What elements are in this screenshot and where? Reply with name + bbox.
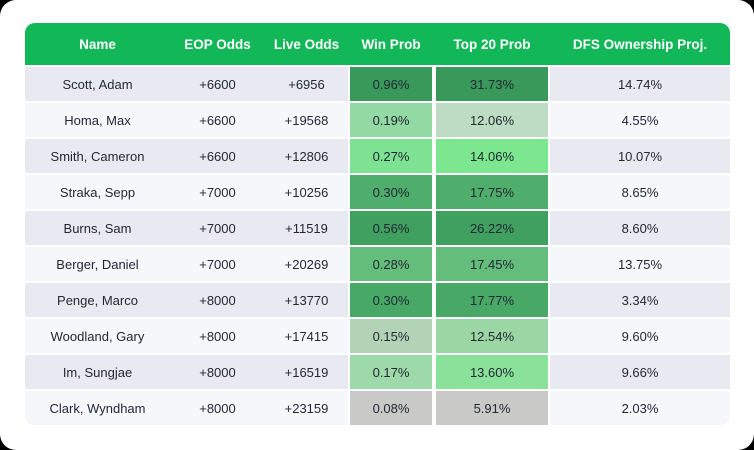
player-name-cell: Scott, Adam <box>25 67 170 101</box>
eop-odds-cell: +8000 <box>170 319 265 353</box>
column-header-dfs-ownership[interactable]: DFS Ownership Proj. <box>572 36 708 52</box>
player-name-cell: Clark, Wyndham <box>25 391 170 425</box>
top20-prob-cell: 17.45% <box>434 247 550 281</box>
table-row[interactable]: Scott, Adam +6600 +6956 0.96% 31.73% 14.… <box>25 67 730 101</box>
top20-prob-cell: 13.60% <box>434 355 550 389</box>
column-header-name[interactable]: Name <box>79 36 116 52</box>
dfs-ownership-cell: 4.55% <box>550 103 730 137</box>
live-odds-cell: +20269 <box>265 247 348 281</box>
win-prob-cell: 0.15% <box>348 319 434 353</box>
dfs-ownership-cell: 14.74% <box>550 67 730 101</box>
win-prob-cell: 0.30% <box>348 283 434 317</box>
table-row[interactable]: Woodland, Gary +8000 +17415 0.15% 12.54%… <box>25 319 730 353</box>
dfs-ownership-cell: 8.65% <box>550 175 730 209</box>
eop-odds-cell: +8000 <box>170 391 265 425</box>
player-name-cell: Berger, Daniel <box>25 247 170 281</box>
table-row[interactable]: Clark, Wyndham +8000 +23159 0.08% 5.91% … <box>25 391 730 425</box>
top20-prob-cell: 17.75% <box>434 175 550 209</box>
top20-prob-cell: 12.06% <box>434 103 550 137</box>
dfs-ownership-cell: 2.03% <box>550 391 730 425</box>
live-odds-cell: +17415 <box>265 319 348 353</box>
live-odds-cell: +13770 <box>265 283 348 317</box>
dfs-ownership-cell: 13.75% <box>550 247 730 281</box>
player-name-cell: Woodland, Gary <box>25 319 170 353</box>
dfs-ownership-cell: 9.60% <box>550 319 730 353</box>
player-name-cell: Smith, Cameron <box>25 139 170 173</box>
top20-prob-cell: 5.91% <box>434 391 550 425</box>
table-row[interactable]: Berger, Daniel +7000 +20269 0.28% 17.45%… <box>25 247 730 281</box>
eop-odds-cell: +7000 <box>170 247 265 281</box>
win-prob-cell: 0.19% <box>348 103 434 137</box>
top20-prob-cell: 31.73% <box>434 67 550 101</box>
table-row[interactable]: Smith, Cameron +6600 +12806 0.27% 14.06%… <box>25 139 730 173</box>
eop-odds-cell: +8000 <box>170 283 265 317</box>
column-header-live-odds[interactable]: Live Odds <box>273 36 340 52</box>
win-prob-cell: 0.17% <box>348 355 434 389</box>
player-name-cell: Im, Sungjae <box>25 355 170 389</box>
top20-prob-cell: 17.77% <box>434 283 550 317</box>
eop-odds-cell: +6600 <box>170 139 265 173</box>
eop-odds-cell: +6600 <box>170 103 265 137</box>
win-prob-cell: 0.27% <box>348 139 434 173</box>
dfs-ownership-cell: 8.60% <box>550 211 730 245</box>
table-row[interactable]: Homa, Max +6600 +19568 0.19% 12.06% 4.55… <box>25 103 730 137</box>
win-prob-cell: 0.30% <box>348 175 434 209</box>
table-row[interactable]: Im, Sungjae +8000 +16519 0.17% 13.60% 9.… <box>25 355 730 389</box>
eop-odds-cell: +7000 <box>170 175 265 209</box>
eop-odds-cell: +8000 <box>170 355 265 389</box>
top20-prob-cell: 26.22% <box>434 211 550 245</box>
odds-table: Name EOP Odds Live Odds Win Prob Top 20 … <box>25 23 730 425</box>
win-prob-cell: 0.56% <box>348 211 434 245</box>
win-prob-cell: 0.96% <box>348 67 434 101</box>
live-odds-cell: +10256 <box>265 175 348 209</box>
player-name-cell: Penge, Marco <box>25 283 170 317</box>
live-odds-cell: +19568 <box>265 103 348 137</box>
eop-odds-cell: +6600 <box>170 67 265 101</box>
eop-odds-cell: +7000 <box>170 211 265 245</box>
player-name-cell: Homa, Max <box>25 103 170 137</box>
player-name-cell: Burns, Sam <box>25 211 170 245</box>
live-odds-cell: +23159 <box>265 391 348 425</box>
player-name-cell: Straka, Sepp <box>25 175 170 209</box>
dfs-ownership-cell: 3.34% <box>550 283 730 317</box>
column-header-eop-odds[interactable]: EOP Odds <box>184 36 251 52</box>
top20-prob-cell: 14.06% <box>434 139 550 173</box>
column-header-win-prob[interactable]: Win Prob <box>361 36 421 52</box>
table-row[interactable]: Burns, Sam +7000 +11519 0.56% 26.22% 8.6… <box>25 211 730 245</box>
dfs-ownership-cell: 9.66% <box>550 355 730 389</box>
top20-prob-cell: 12.54% <box>434 319 550 353</box>
column-header-top20-prob[interactable]: Top 20 Prob <box>453 36 531 52</box>
table-row[interactable]: Straka, Sepp +7000 +10256 0.30% 17.75% 8… <box>25 175 730 209</box>
table-header-row: Name EOP Odds Live Odds Win Prob Top 20 … <box>25 23 730 65</box>
table-body: Scott, Adam +6600 +6956 0.96% 31.73% 14.… <box>25 67 730 425</box>
dfs-ownership-cell: 10.07% <box>550 139 730 173</box>
live-odds-cell: +11519 <box>265 211 348 245</box>
win-prob-cell: 0.08% <box>348 391 434 425</box>
live-odds-cell: +6956 <box>265 67 348 101</box>
live-odds-cell: +12806 <box>265 139 348 173</box>
live-odds-cell: +16519 <box>265 355 348 389</box>
table-row[interactable]: Penge, Marco +8000 +13770 0.30% 17.77% 3… <box>25 283 730 317</box>
win-prob-cell: 0.28% <box>348 247 434 281</box>
